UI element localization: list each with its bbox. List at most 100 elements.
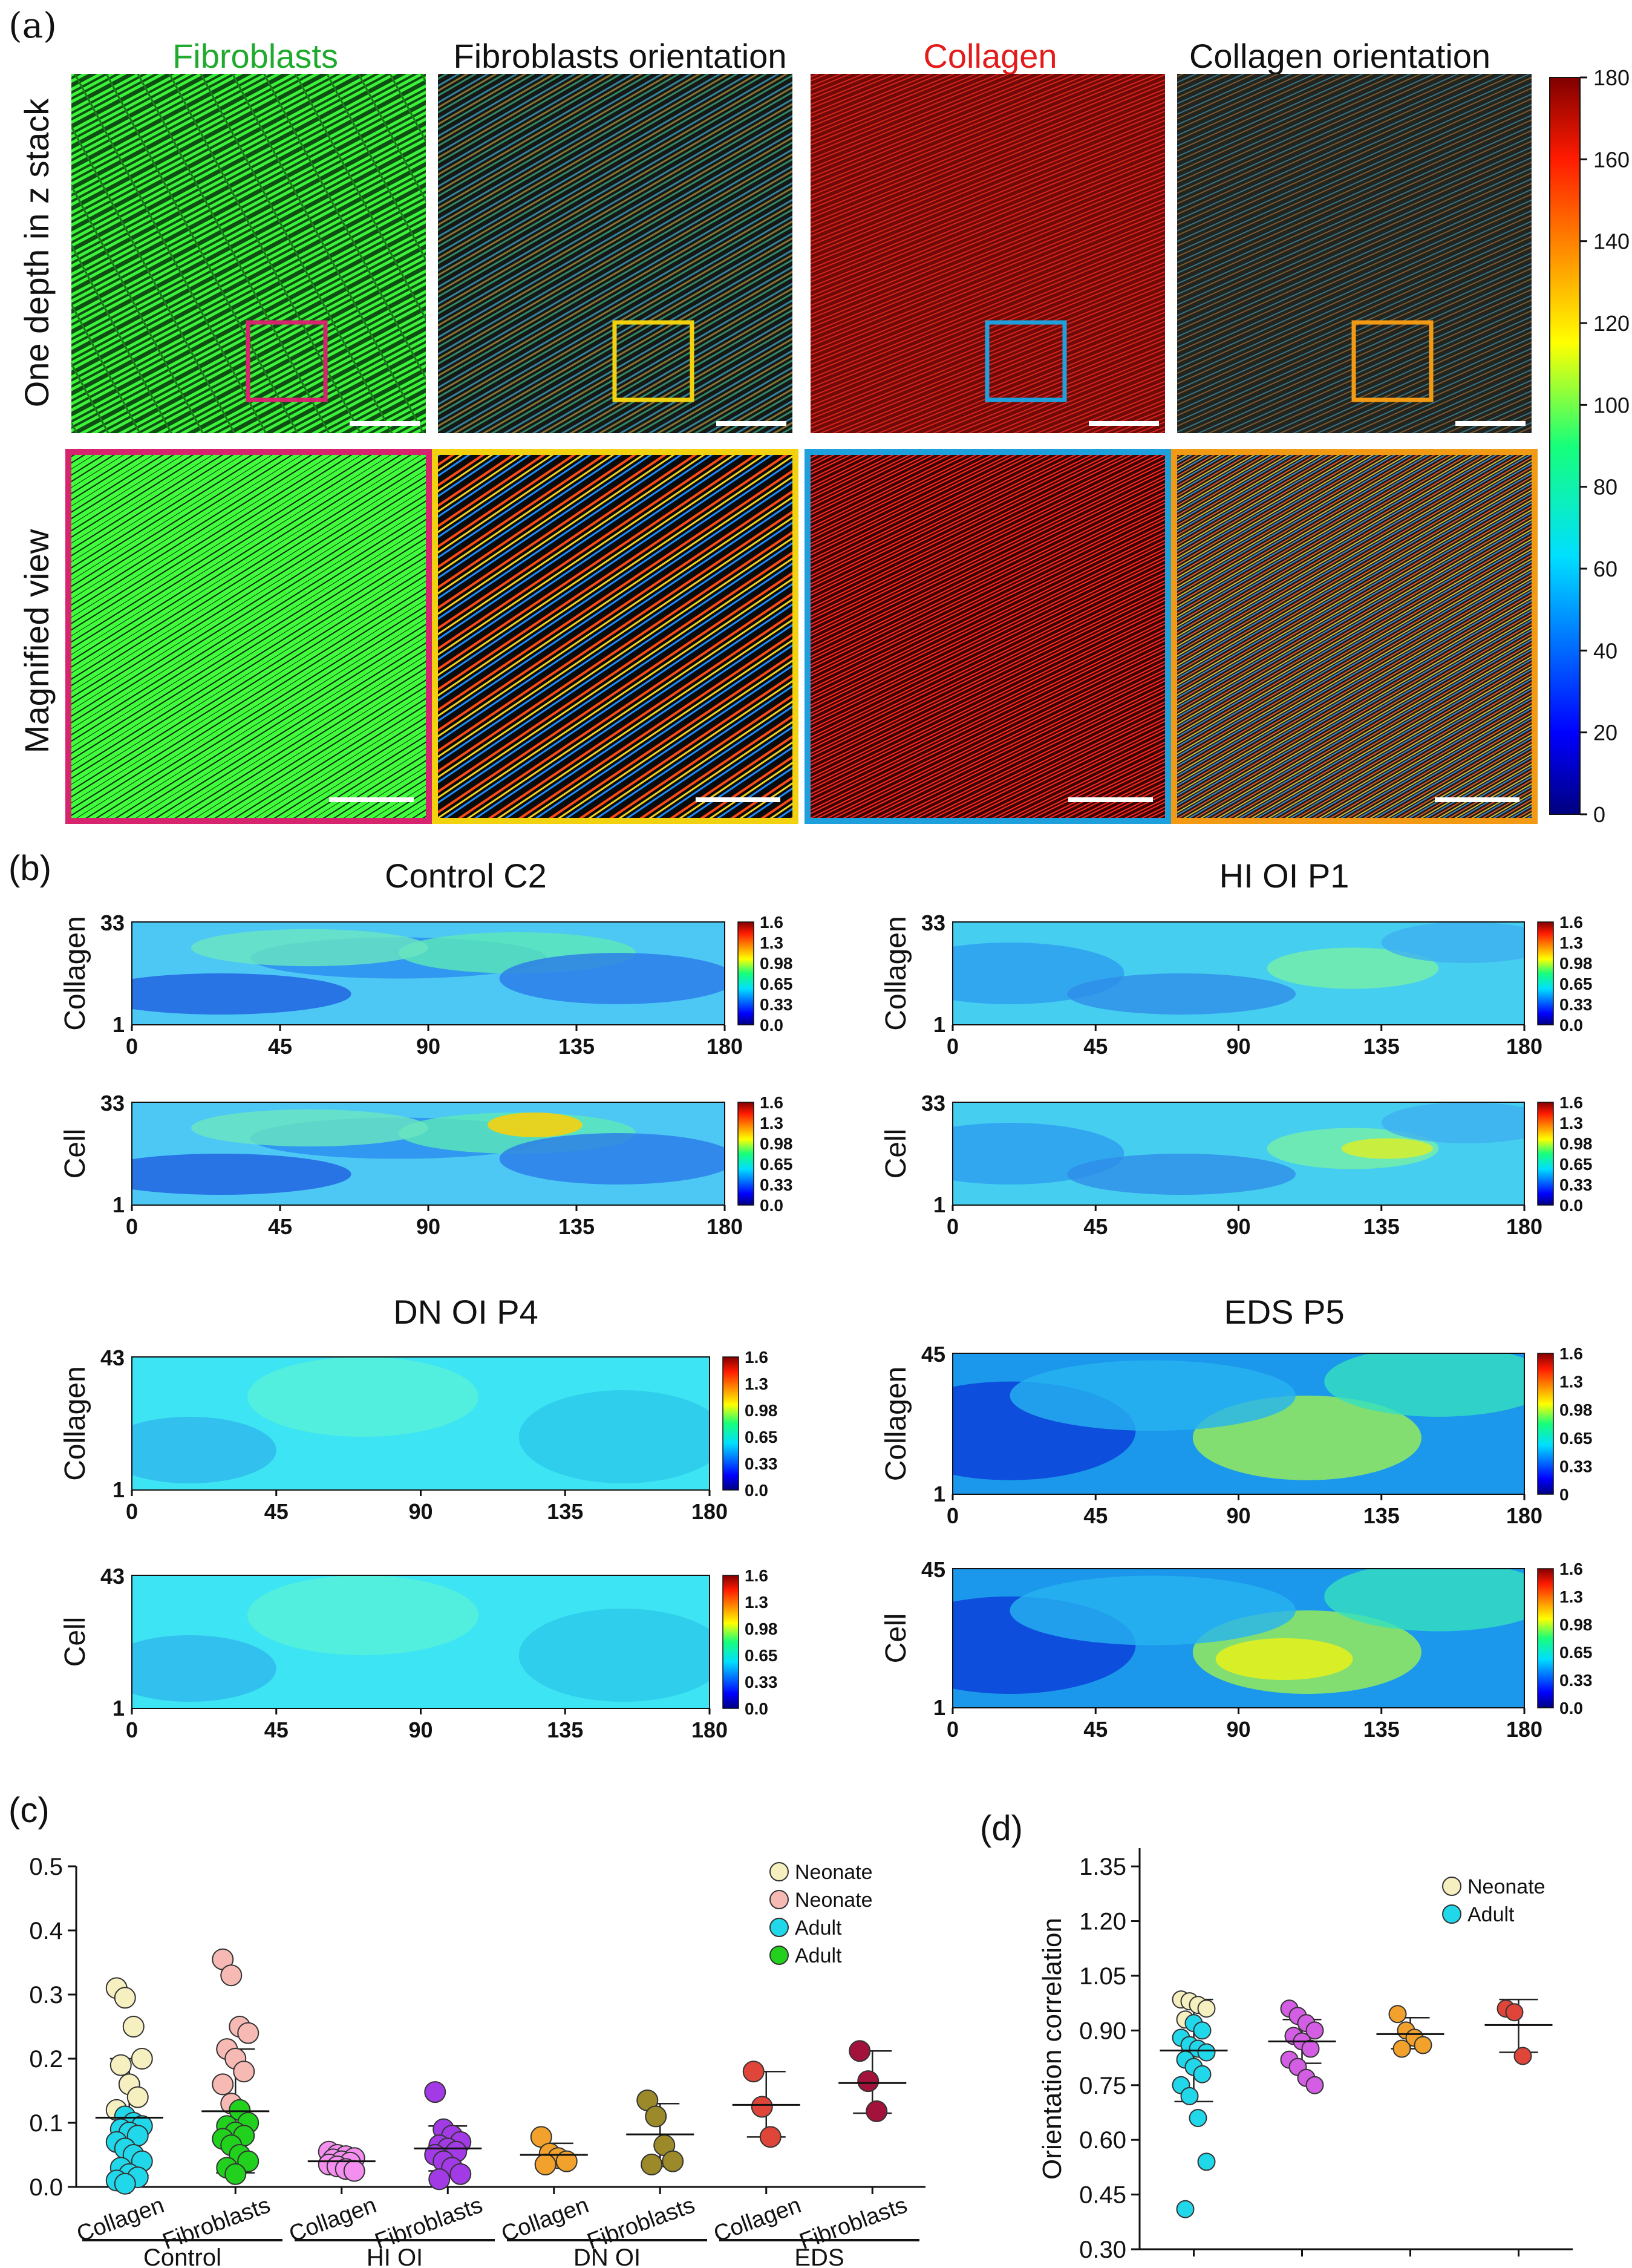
heatmap-blobs [953, 1102, 1524, 1195]
heatmap-group-title-0: Control C2 [385, 857, 547, 895]
heatmap-colorbar-label: 0.33 [745, 1454, 778, 1473]
data-point [1305, 2021, 1324, 2040]
group-label-0: Control [143, 2244, 221, 2268]
heatmap-y-max: 45 [921, 1557, 945, 1582]
heatmap-blob-2 [1067, 973, 1296, 1015]
heatmap-group-title-1: HI OI P1 [1219, 857, 1350, 895]
data-point [742, 2060, 765, 2083]
magnified-image-3 [1177, 455, 1532, 818]
data-point [1176, 2200, 1195, 2218]
heatmap-y-max: 43 [100, 1564, 125, 1589]
heatmap-colorbar [1537, 1102, 1554, 1206]
heatmap-x-label: 135 [1363, 1717, 1400, 1742]
heatmap-y-min: 1 [113, 1696, 125, 1721]
heatmap-blob-1 [1267, 947, 1439, 989]
heatmap-blob-0 [132, 973, 351, 1015]
data-point [1301, 2039, 1320, 2058]
y-tick-label: 0.4 [29, 1918, 63, 1944]
magnified-image-2 [811, 455, 1165, 818]
heatmap-x-label: 135 [558, 1034, 595, 1059]
data-point [1189, 2109, 1207, 2128]
heatmap-colorbar-label: 0.33 [760, 995, 793, 1014]
heatmap-x-label: 90 [408, 1717, 432, 1742]
heatmap-2-0: Collagen 43 10 45 90 135 180 1.6 1.3 0.98 0.65 0.33… [59, 1345, 778, 1524]
heatmap-colorbar-label: 0 [1559, 1485, 1569, 1504]
heatmap-x-label: 45 [1083, 1034, 1108, 1059]
heatmap-blob-3 [1381, 1102, 1524, 1143]
heatmap-colorbar [722, 1575, 739, 1709]
y-tick-label: 0.90 [1079, 2018, 1126, 2044]
heatmap-blob-3 [499, 953, 725, 1004]
panel-letter-d: (d) [980, 1809, 1023, 1848]
scale-bar-top-3 [1455, 421, 1526, 426]
heatmap-colorbar-label: 0.98 [760, 954, 793, 973]
heatmap-0-0: Collagen 33 10 45 90 135 180 1.61.3 0.98 0.65 0.33… [59, 910, 793, 1059]
heatmap-blob-4 [191, 1109, 428, 1147]
scale-bar-mag-0 [329, 797, 414, 802]
legend-marker-1 [769, 1890, 789, 1909]
heatmap-blob-4 [191, 929, 428, 967]
data-point [849, 2040, 871, 2062]
heatmap-colorbar-label: 0.0 [745, 1481, 768, 1500]
heatmap-1-0: Collagen 33 10 45 90 135 180 1.61.3 0.98 0.65 0.33… [880, 910, 1593, 1059]
y-tick-label: 0.2 [29, 2046, 63, 2073]
data-point [343, 2160, 365, 2182]
heatmap-colorbar-label: 1.3 [745, 1374, 768, 1393]
heatmap-x-label: 0 [947, 1214, 959, 1239]
data-point [555, 2150, 578, 2172]
heatmap-colorbar-label: 0.0 [1559, 1016, 1583, 1034]
heatmap-colorbar-label: 1.6 [745, 1566, 768, 1585]
panel-d-chart: 0.30 0.45 0.60 0.75 0.90 1.05 1.20 1.35 Orientat… [1037, 1848, 1573, 2268]
data-point [1193, 2021, 1212, 2040]
roi-box-3 [1351, 320, 1434, 402]
scale-bar-mag-1 [696, 797, 780, 802]
heatmap-blob-1 [518, 1609, 710, 1702]
heatmap-x-label: 90 [1226, 1717, 1250, 1742]
heatmap-row-label: Collagen [880, 916, 912, 1030]
heatmap-x-label: 90 [416, 1214, 440, 1239]
data-point [1388, 2005, 1407, 2024]
y-tick-label: 1.05 [1079, 1963, 1126, 1990]
heatmap-colorbar [1537, 921, 1554, 1025]
data-point [1197, 2152, 1216, 2171]
data-point [224, 2163, 247, 2185]
heatmap-blob-0 [132, 1154, 351, 1195]
panel-a: Fibroblasts Fibroblasts orientation Collag… [18, 37, 1630, 827]
heatmap-colorbar-label: 0.33 [1559, 1175, 1593, 1194]
data-point [212, 2073, 234, 2096]
heatmap-row-label: Cell [880, 1129, 912, 1179]
legend-label-0: Neonate [1467, 1875, 1546, 1898]
data-point [131, 2048, 153, 2070]
heatmap-x-label: 45 [268, 1214, 292, 1239]
y-axis-label: Orientation index [0, 1926, 4, 2128]
legend-marker-1 [1442, 1904, 1461, 1924]
roi-box-2 [985, 320, 1067, 402]
data-point [1392, 2039, 1411, 2058]
heatmap-x-label: 45 [1083, 1717, 1108, 1742]
heatmap-colorbar-label: 0.33 [1559, 1671, 1593, 1690]
heatmap-x-label: 90 [1226, 1214, 1250, 1239]
heatmap-colorbar-label: 0.33 [1559, 995, 1593, 1014]
heatmap-x-label: 45 [264, 1499, 289, 1524]
data-point [114, 2172, 136, 2195]
legend-label-1: Neonate [795, 1889, 873, 1912]
data-point [233, 2060, 255, 2083]
y-tick-label: 0.0 [29, 2174, 63, 2201]
heatmap-colorbar-label: 1.3 [1559, 1114, 1583, 1132]
panel-letter-b: (b) [8, 849, 51, 888]
heatmap-colorbar-label: 1.6 [1559, 1344, 1583, 1363]
data-point [751, 2096, 773, 2118]
x-category-label: DN OI [1372, 2264, 1449, 2268]
heatmap-colorbar-label: 0.33 [745, 1673, 778, 1691]
heatmap-colorbar-label: 0.98 [760, 1134, 793, 1153]
heatmap-y-min: 1 [113, 1012, 125, 1037]
heatmap-group-title-3: EDS P5 [1224, 1293, 1344, 1331]
heatmap-colorbar-label: 1.6 [760, 1093, 783, 1112]
y-axis-label: Orientation correlation [1037, 1918, 1067, 2180]
heatmap-y-max: 33 [921, 1091, 945, 1116]
heatmap-colorbar-label: 0.0 [760, 1016, 783, 1034]
heatmap-x-label: 0 [126, 1214, 138, 1239]
heatmap-x-label: 135 [547, 1717, 583, 1742]
